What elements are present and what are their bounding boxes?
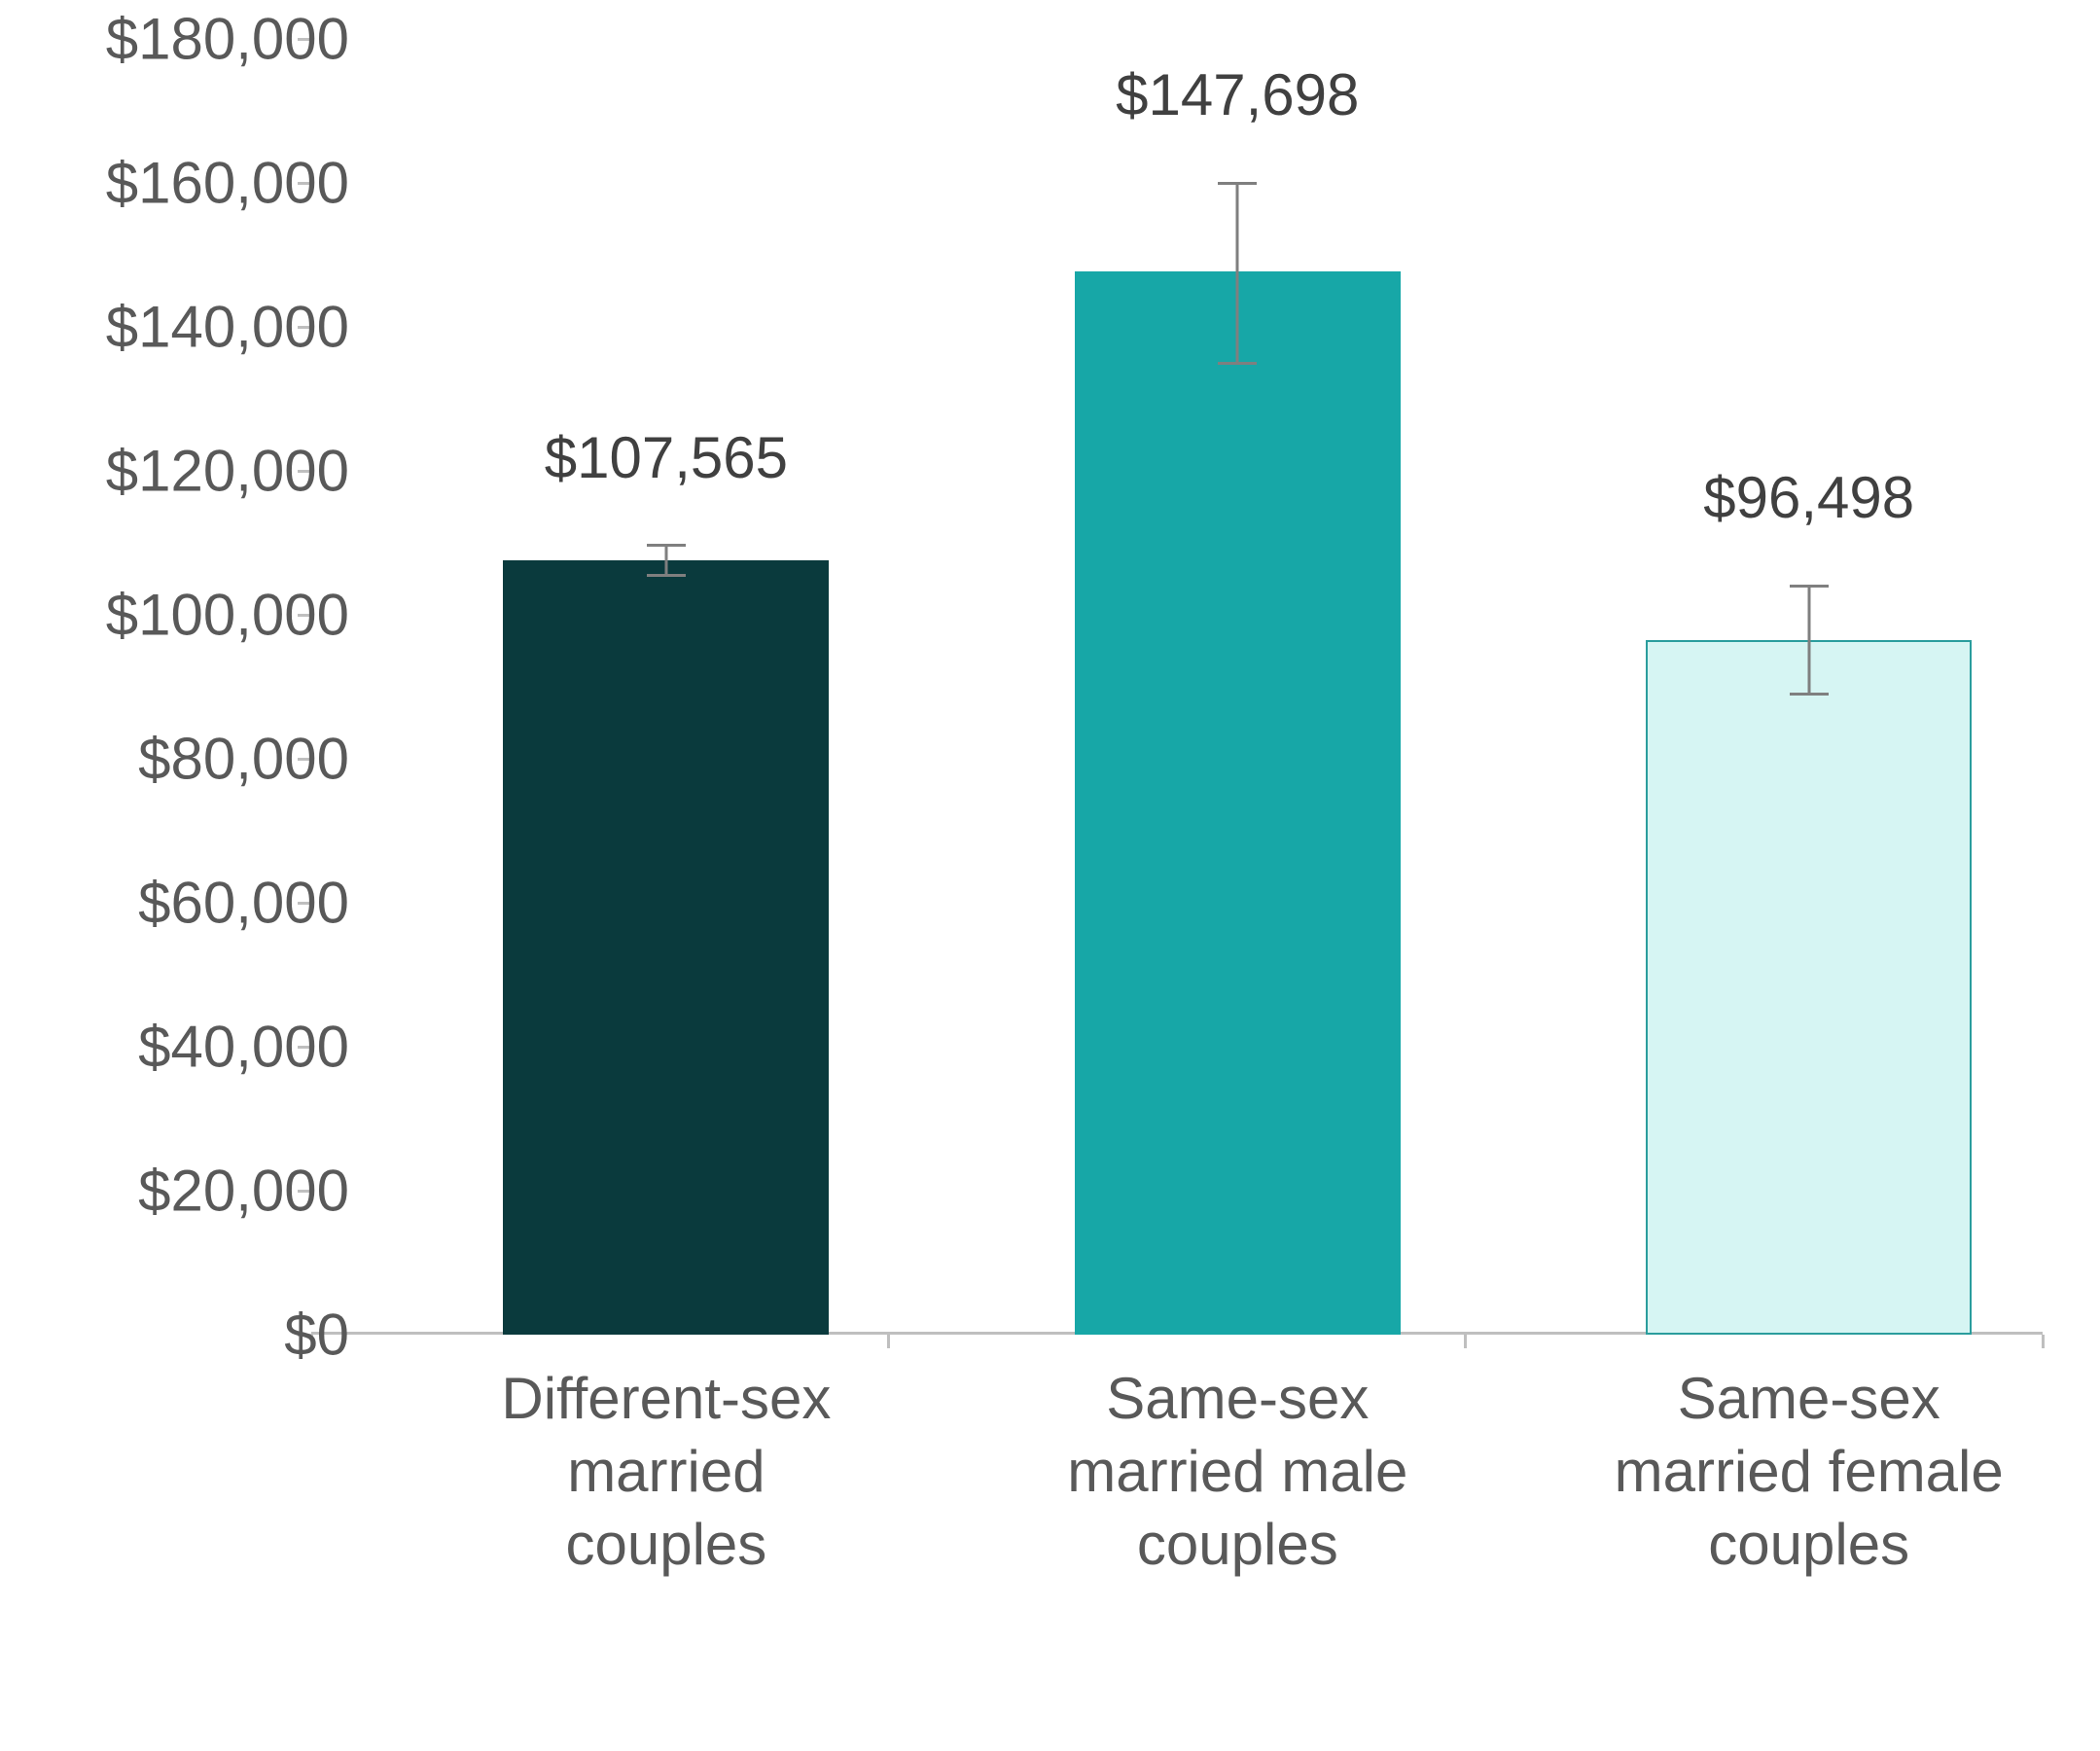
data-label-ss_male: $147,698 — [1116, 61, 1359, 128]
y-tick-label: $160,000 — [106, 150, 349, 217]
error-cap-ss_female-top — [1790, 585, 1829, 588]
error-bar-ss_female — [1807, 586, 1810, 694]
error-bar-ss_male — [1236, 183, 1239, 363]
y-tick-label: $180,000 — [106, 6, 349, 73]
error-cap-diff_sex-top — [647, 544, 686, 547]
y-tick-label: $60,000 — [138, 870, 349, 937]
y-tick-label: $100,000 — [106, 582, 349, 649]
category-label-ss_female: Same-sexmarried femalecouples — [1537, 1362, 2082, 1581]
data-label-diff_sex: $107,565 — [545, 424, 788, 491]
y-tick-label: $20,000 — [138, 1158, 349, 1225]
error-bar-diff_sex — [664, 546, 667, 575]
bar-ss_female — [1646, 640, 1972, 1335]
x-tick-mark — [1464, 1335, 1467, 1348]
y-tick-label: $140,000 — [106, 294, 349, 361]
error-cap-diff_sex-bot — [647, 574, 686, 577]
plot-area: $107,565 $147,698 $96,498 — [311, 39, 2043, 1335]
income-bar-chart: $107,565 $147,698 $96,498 $0 $20,000 $40,000… — [0, 0, 2100, 1751]
y-tick-label: $120,000 — [106, 438, 349, 505]
category-label-diff_sex: Different-sexmarriedcouples — [394, 1362, 939, 1581]
bar-diff_sex — [503, 560, 829, 1335]
data-label-ss_female: $96,498 — [1703, 464, 1914, 531]
category-label-ss_male: Same-sexmarried malecouples — [965, 1362, 1510, 1581]
bar-ss_male — [1075, 271, 1401, 1335]
y-tick-label: $0 — [284, 1302, 349, 1369]
x-tick-mark — [887, 1335, 890, 1348]
error-cap-ss_male-bot — [1218, 362, 1257, 365]
error-cap-ss_male-top — [1218, 182, 1257, 185]
y-tick-label: $80,000 — [138, 726, 349, 793]
y-tick-label: $40,000 — [138, 1014, 349, 1081]
x-tick-mark — [2042, 1335, 2045, 1348]
error-cap-ss_female-bot — [1790, 693, 1829, 696]
